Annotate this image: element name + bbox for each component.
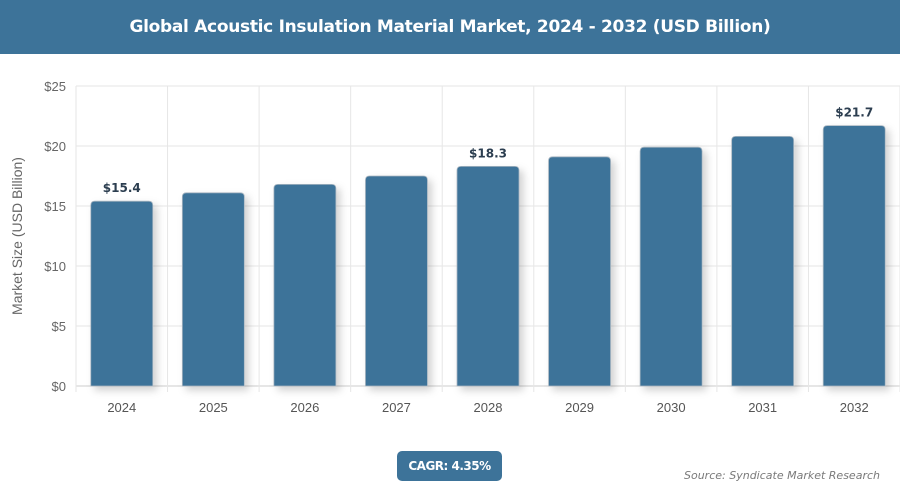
cagr-badge: CAGR: 4.35% xyxy=(397,451,502,481)
x-tick-label: 2026 xyxy=(290,400,319,415)
bar-chart: $0 $5 $10 $15 $20 $25 Market Size (USD Billion… xyxy=(9,79,900,415)
y-tick-label: $5 xyxy=(52,319,66,334)
x-tick-label: 2024 xyxy=(107,400,136,415)
x-tick-label: 2029 xyxy=(565,400,594,415)
bar-2027 xyxy=(365,175,428,387)
x-tick-label: 2032 xyxy=(840,400,869,415)
y-tick-label: $0 xyxy=(52,379,66,394)
data-label-2028: $18.3 xyxy=(469,146,507,160)
bar-2029 xyxy=(548,156,611,387)
x-tick-label: 2027 xyxy=(382,400,411,415)
y-axis-label: Market Size (USD Billion) xyxy=(9,157,25,315)
bar-2025 xyxy=(181,192,245,387)
x-tick-label: 2028 xyxy=(474,400,503,415)
y-tick-label: $15 xyxy=(44,199,66,214)
bar-2024 xyxy=(90,200,154,387)
chart-title: Global Acoustic Insulation Material Mark… xyxy=(0,0,900,54)
x-tick-label: 2025 xyxy=(199,400,228,415)
y-tick-label: $10 xyxy=(44,259,66,274)
x-tick-label: 2030 xyxy=(657,400,686,415)
bar-2030 xyxy=(639,146,703,387)
y-tick-label: $25 xyxy=(44,79,66,94)
bar-2026 xyxy=(273,184,337,387)
data-label-2024: $15.4 xyxy=(103,181,141,195)
data-label-2032: $21.7 xyxy=(835,106,873,120)
x-tick-label: 2031 xyxy=(748,400,777,415)
y-tick-label: $20 xyxy=(44,139,66,154)
bar-2031 xyxy=(731,136,795,387)
bar-2032 xyxy=(822,125,886,387)
source-note: Source: Syndicate Market Research xyxy=(684,469,880,482)
bar-2028 xyxy=(456,166,520,387)
